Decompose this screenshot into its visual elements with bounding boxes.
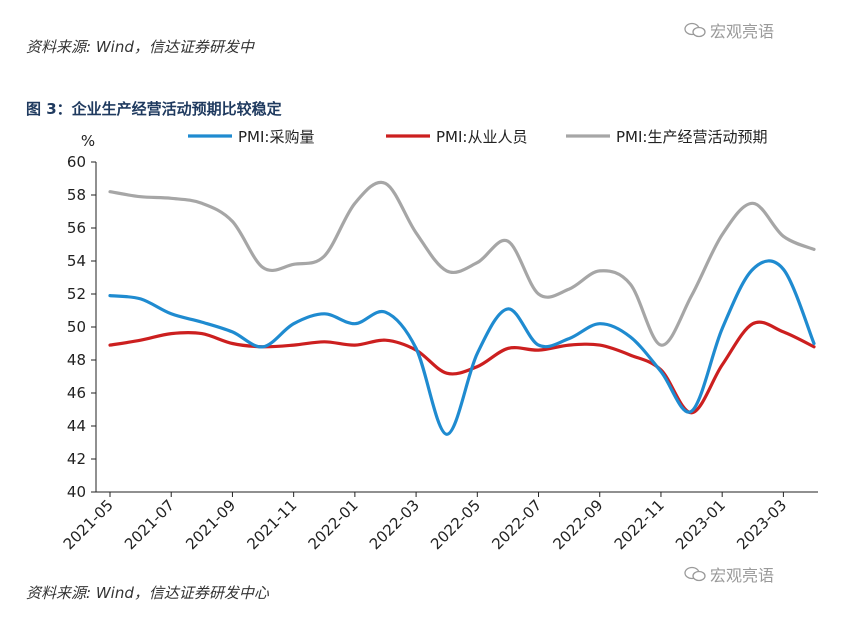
legend-label-2: PMI:生产经营活动预期: [616, 128, 767, 146]
watermark-top: 宏观亮语: [684, 18, 774, 42]
watermark-bottom: 宏观亮语: [684, 562, 774, 586]
x-tick-label: 2022-09: [550, 496, 607, 553]
y-tick-label: 54: [67, 252, 86, 270]
figure-title: 图 3：企业生产经营活动预期比较稳定: [26, 100, 282, 118]
wechat-icon: [684, 566, 706, 582]
watermark-text: 宏观亮语: [710, 22, 775, 41]
y-tick-label: 44: [67, 417, 86, 435]
x-tick-label: 2021-09: [182, 496, 239, 553]
x-tick-label: 2023-01: [672, 496, 729, 553]
y-tick-label: 52: [67, 285, 86, 303]
series-line-0: [108, 259, 816, 436]
y-tick-label: 58: [67, 186, 86, 204]
x-tick-label: 2022-07: [488, 496, 545, 553]
x-tick-label: 2021-05: [60, 496, 117, 553]
x-tick-label: 2022-11: [611, 496, 668, 553]
series-line-2: [108, 180, 816, 347]
y-tick-label: 56: [67, 219, 86, 237]
x-tick-label: 2021-07: [121, 496, 178, 553]
x-tick-label: 2022-03: [366, 496, 423, 553]
y-tick-label: 42: [67, 450, 86, 468]
series-line-1: [108, 320, 816, 415]
y-tick-label: 48: [67, 351, 86, 369]
x-tick-label: 2023-03: [733, 496, 790, 553]
x-tick-label: 2021-11: [243, 496, 300, 553]
y-tick-label: 46: [67, 384, 86, 402]
y-tick-label: 50: [67, 318, 86, 336]
wechat-icon: [684, 22, 706, 38]
source-note-top: 资料来源: Wind，信达证券研发中: [26, 38, 254, 56]
source-note-bottom: 资料来源: Wind，信达证券研发中心: [26, 584, 269, 602]
y-axis-unit: %: [81, 132, 95, 150]
legend-label-1: PMI:从业人员: [436, 128, 527, 146]
legend-label-0: PMI:采购量: [238, 128, 314, 146]
y-tick-label: 40: [67, 483, 86, 501]
x-tick-label: 2022-05: [427, 496, 484, 553]
watermark-text: 宏观亮语: [710, 566, 775, 585]
x-tick-label: 2022-01: [305, 496, 362, 553]
y-tick-label: 60: [67, 153, 86, 171]
